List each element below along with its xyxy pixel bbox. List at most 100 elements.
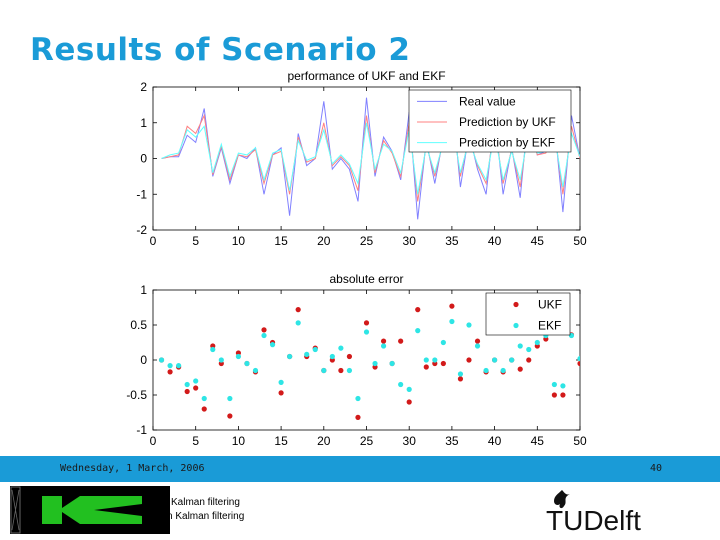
data-point-ekf: [158, 357, 165, 363]
data-point-ekf: [517, 343, 523, 349]
x-tick-label: 5: [192, 234, 199, 248]
x-tick-label: 25: [360, 234, 374, 248]
data-point-ukf: [474, 338, 481, 344]
x-tick-label: 5: [192, 434, 199, 448]
footer-date: Wednesday, 1 March, 2006: [60, 463, 205, 474]
x-tick-label: 20: [317, 434, 331, 448]
x-tick-label: 10: [232, 234, 246, 248]
data-point-ekf: [457, 371, 464, 377]
x-tick-label: 35: [445, 234, 459, 248]
y-tick-label: 0: [140, 152, 147, 166]
data-point-ukf: [278, 390, 284, 396]
k-logo-icon: [10, 486, 142, 534]
data-point-ekf: [492, 357, 498, 363]
y-tick-label: -1: [136, 423, 147, 437]
data-point-ukf: [295, 307, 301, 313]
data-point-ekf: [346, 367, 353, 374]
data-point-ukf: [184, 388, 190, 395]
x-tick-label: 30: [403, 434, 417, 448]
data-point-ekf: [483, 367, 489, 374]
data-point-ekf: [201, 395, 207, 402]
tu-delft-wordmark: TUDelft: [546, 505, 641, 534]
data-point-ekf: [551, 381, 557, 388]
data-point-ukf: [560, 392, 566, 398]
data-point-ukf: [440, 360, 446, 367]
data-point-ekf: [500, 367, 506, 374]
data-point-ukf: [380, 338, 387, 344]
data-point-ekf: [560, 383, 566, 389]
x-tick-label: 40: [488, 234, 502, 248]
data-point-ukf: [449, 303, 455, 309]
page-number: 40: [649, 463, 662, 474]
course-line-2: n Kalman filtering: [167, 511, 245, 522]
data-point-ekf: [577, 356, 580, 362]
y-tick-label: -1: [136, 187, 147, 201]
x-tick-label: 15: [274, 234, 288, 248]
data-point-ekf: [415, 328, 421, 334]
data-point-ekf: [167, 363, 173, 369]
data-point-ukf: [577, 360, 580, 367]
data-point-ekf: [210, 346, 216, 353]
data-layer: [161, 97, 580, 220]
data-point-ukf: [201, 406, 207, 412]
data-layer: [158, 303, 580, 420]
data-point-ekf: [440, 339, 446, 346]
y-tick-label: 1: [140, 283, 147, 297]
chart-title: absolute error: [329, 272, 403, 286]
course-line-1: Kalman filtering: [171, 497, 240, 508]
data-point-ekf: [252, 367, 259, 374]
legend-label: Prediction by UKF: [459, 115, 556, 129]
x-tick-label: 45: [531, 434, 545, 448]
data-point-ukf: [423, 364, 429, 370]
legend-label: Real value: [459, 94, 516, 108]
data-point-ukf: [167, 369, 173, 375]
data-point-ekf: [278, 379, 284, 385]
y-tick-label: 0: [140, 353, 147, 367]
data-point-ekf: [372, 360, 378, 367]
data-point-ukf: [227, 413, 233, 419]
data-point-ekf: [295, 320, 301, 326]
data-point-ekf: [244, 360, 250, 367]
data-point-ekf: [193, 378, 199, 384]
data-point-ukf: [526, 357, 532, 363]
chart-title: performance of UKF and EKF: [287, 69, 445, 83]
y-tick-label: 2: [140, 80, 147, 94]
slide-title: Results of Scenario 2: [30, 32, 411, 68]
data-point-ekf: [509, 357, 515, 363]
data-point-ukf: [261, 327, 267, 333]
legend-label: UKF: [538, 298, 562, 312]
data-point-ekf: [432, 357, 438, 363]
data-point-ekf: [235, 353, 241, 360]
data-point-ekf: [184, 381, 190, 388]
x-tick-label: 50: [573, 234, 587, 248]
data-point-ekf: [269, 342, 276, 348]
data-point-ukf: [338, 367, 344, 374]
data-point-ekf: [423, 357, 429, 363]
legend-label: EKF: [538, 319, 561, 333]
data-point-ekf: [355, 395, 361, 402]
x-tick-label: 15: [274, 434, 288, 448]
x-tick-label: 30: [403, 234, 417, 248]
data-point-ekf: [176, 363, 182, 369]
x-tick-label: 50: [573, 434, 587, 448]
legend-box: [485, 292, 571, 336]
legend-marker: [513, 322, 519, 329]
data-point-ukf: [415, 307, 421, 313]
x-tick-label: 35: [445, 434, 459, 448]
data-point-ekf: [312, 346, 318, 353]
y-tick-label: 1: [140, 116, 147, 130]
data-point-ekf: [380, 343, 387, 349]
course-logo: [10, 486, 170, 534]
data-point-ekf: [398, 381, 404, 388]
tu-delft-logo: TUDelft: [540, 488, 670, 539]
data-point-ekf: [534, 339, 540, 346]
data-point-ekf: [406, 386, 412, 392]
data-point-ukf: [193, 385, 199, 391]
data-point-ekf: [227, 395, 233, 402]
series-line-3: [161, 121, 580, 195]
y-tick-label: -2: [136, 223, 147, 237]
legend-marker: [513, 301, 519, 308]
x-tick-label: 20: [317, 234, 331, 248]
